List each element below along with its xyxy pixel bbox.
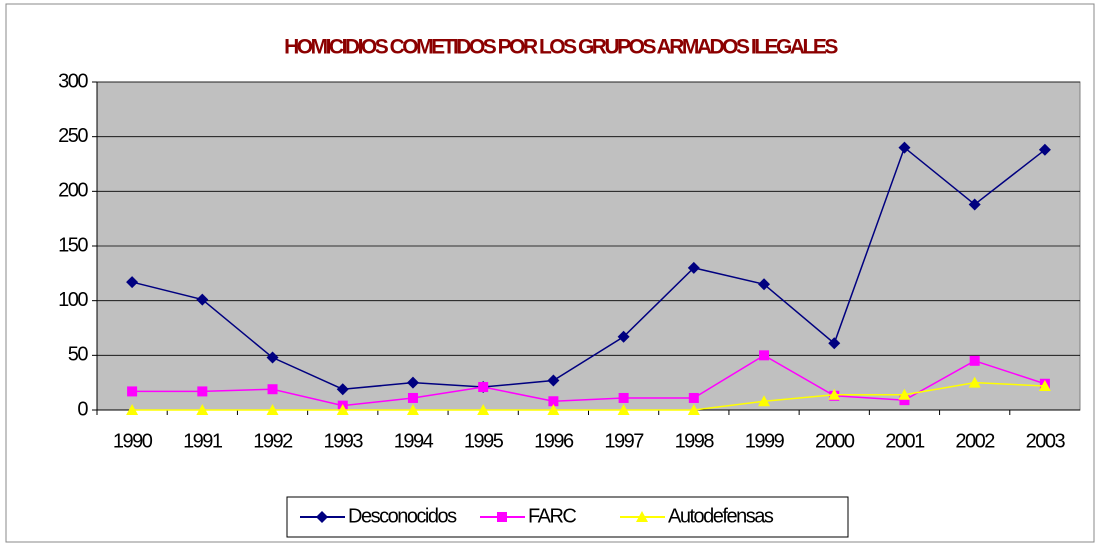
marker bbox=[477, 404, 490, 415]
y-tick-label: 150 bbox=[58, 234, 88, 256]
marker bbox=[548, 396, 559, 407]
chart-title: HOMICIDIOS COMETIDOS POR LOS GRUPOS ARMA… bbox=[284, 36, 838, 59]
marker bbox=[407, 392, 418, 403]
marker bbox=[336, 404, 349, 415]
marker bbox=[828, 337, 841, 350]
x-tick-label: 1993 bbox=[324, 430, 364, 452]
marker bbox=[688, 392, 699, 403]
marker bbox=[898, 388, 911, 400]
marker bbox=[828, 388, 841, 400]
marker bbox=[126, 276, 139, 289]
x-tick-label: 1999 bbox=[745, 430, 785, 452]
legend-label: Autodefensas bbox=[668, 505, 774, 527]
x-tick-label: 2001 bbox=[885, 430, 925, 452]
x-tick-label: 1990 bbox=[113, 430, 153, 452]
y-tick-label: 50 bbox=[68, 344, 89, 366]
x-tick-label: 1996 bbox=[534, 430, 574, 452]
legend-label: FARC bbox=[528, 505, 576, 527]
series-line bbox=[132, 354, 1046, 407]
marker bbox=[196, 293, 209, 306]
x-tick-label: 2000 bbox=[815, 430, 855, 452]
x-tick-label: 1995 bbox=[464, 430, 504, 452]
marker bbox=[406, 376, 419, 389]
y-tick-label: 300 bbox=[58, 70, 88, 92]
marker bbox=[618, 392, 629, 403]
legend-box bbox=[286, 496, 849, 538]
marker bbox=[617, 404, 630, 415]
marker bbox=[478, 382, 489, 393]
x-tick-label: 2003 bbox=[1026, 430, 1066, 452]
y-tick-label: 200 bbox=[58, 180, 88, 202]
marker bbox=[759, 350, 770, 361]
marker bbox=[687, 404, 700, 415]
series-line bbox=[131, 146, 1046, 390]
y-tick-label: 0 bbox=[77, 398, 88, 420]
marker bbox=[126, 404, 139, 415]
marker bbox=[758, 395, 771, 407]
marker bbox=[266, 351, 279, 364]
marker bbox=[617, 330, 630, 343]
marker bbox=[899, 395, 910, 406]
x-tick-label: 1997 bbox=[604, 430, 644, 452]
marker bbox=[127, 386, 138, 397]
marker bbox=[1038, 379, 1051, 391]
x-tick-label: 2002 bbox=[955, 430, 995, 452]
marker bbox=[636, 511, 648, 522]
marker bbox=[336, 383, 349, 396]
marker bbox=[547, 404, 560, 415]
marker bbox=[316, 511, 328, 523]
marker bbox=[196, 404, 209, 415]
marker bbox=[1038, 143, 1051, 156]
marker bbox=[547, 374, 560, 387]
x-tick-label: 1994 bbox=[394, 430, 434, 452]
x-tick-label: 1992 bbox=[253, 430, 293, 452]
marker bbox=[687, 261, 700, 274]
marker bbox=[968, 198, 981, 211]
y-tick-label: 250 bbox=[58, 125, 88, 147]
y-tick-label: 100 bbox=[58, 289, 88, 311]
series-line bbox=[132, 381, 1045, 411]
marker bbox=[968, 376, 981, 388]
marker bbox=[197, 386, 208, 397]
x-tick-label: 1991 bbox=[183, 430, 223, 452]
legend-label: Desconocidos bbox=[348, 505, 457, 527]
marker bbox=[758, 278, 771, 291]
marker bbox=[898, 141, 911, 154]
marker bbox=[969, 355, 980, 366]
marker bbox=[266, 404, 279, 415]
x-tick-label: 1998 bbox=[675, 430, 715, 452]
marker bbox=[497, 512, 507, 522]
marker bbox=[267, 384, 278, 395]
marker bbox=[406, 404, 419, 415]
